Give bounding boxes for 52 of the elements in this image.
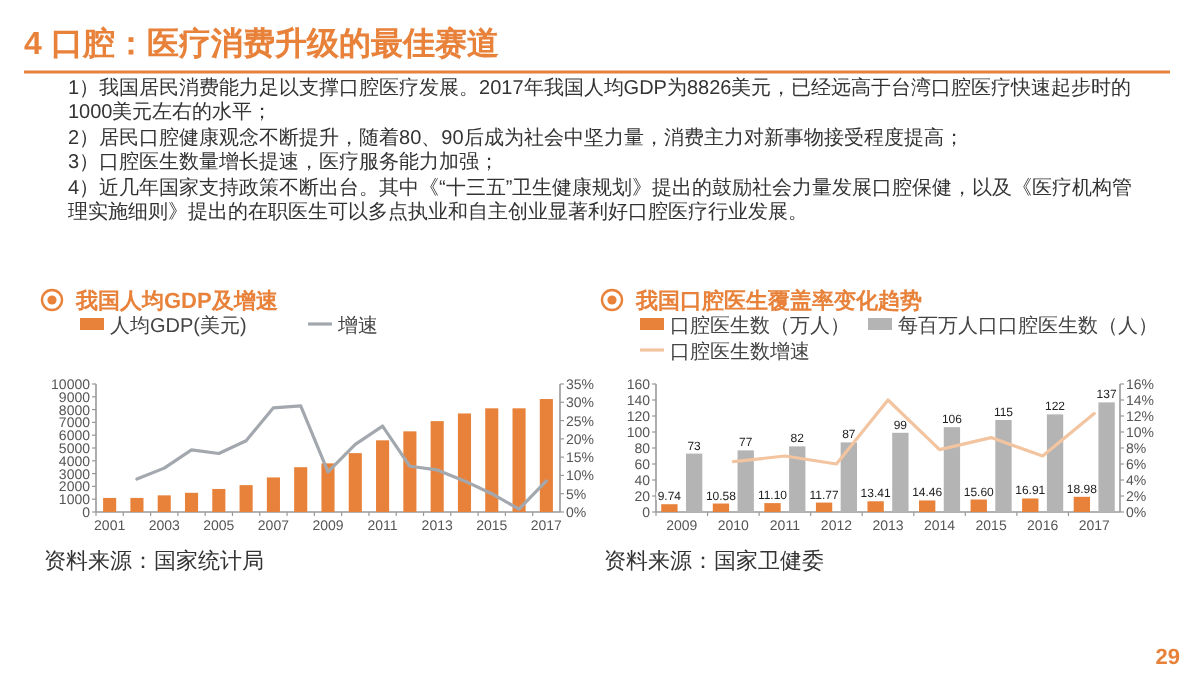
bar — [815, 502, 833, 512]
bar — [1098, 402, 1115, 512]
bar — [1022, 498, 1039, 512]
bar — [1046, 414, 1064, 512]
bar — [1073, 496, 1091, 512]
text: 4 口腔：医疗消费升级的最佳赛道 — [24, 26, 501, 62]
bar — [685, 453, 703, 512]
bar — [737, 450, 754, 512]
text: 3）口腔医生数量增长提速，医疗服务能力加强； — [68, 152, 502, 177]
bar — [212, 488, 226, 512]
text: 1）我国居民消费能力足以支撑口腔医疗发展。2017年我国人均GDP为8826美元，已经远高于台湾口腔医疗快速起步时的1000美元左右的水平； — [68, 78, 1134, 127]
bar — [789, 446, 806, 512]
bar — [970, 499, 987, 512]
text: 资料来源：国家卫健委 — [604, 548, 824, 574]
legend-label: 每百万人口口腔医生数（人） — [898, 314, 1158, 338]
chart-title: 我国口腔医生覆盖率变化趋势 — [634, 288, 922, 314]
bar — [184, 492, 199, 512]
legend-label: 口腔医生数（万人） — [670, 314, 850, 338]
bar — [539, 399, 553, 512]
bar — [321, 463, 335, 512]
text: 29 — [1155, 646, 1180, 670]
bar — [661, 504, 678, 512]
bar — [130, 497, 144, 512]
bar — [103, 497, 117, 512]
text: 资料来源：国家统计局 — [44, 548, 264, 574]
bar — [892, 432, 909, 512]
bar — [376, 440, 390, 512]
line-series — [135, 404, 548, 511]
bar — [764, 503, 781, 512]
bar — [348, 453, 362, 512]
bar — [919, 500, 936, 512]
line-series — [731, 398, 1096, 466]
bar — [403, 431, 417, 512]
bar — [867, 501, 884, 512]
bar — [995, 420, 1012, 512]
bar — [294, 467, 308, 512]
legend-label: 增速 — [336, 314, 378, 338]
bar — [485, 408, 499, 512]
bar — [457, 413, 472, 512]
bar — [157, 495, 171, 512]
legend-label: 人均GDP(美元) — [110, 314, 247, 338]
text: 2）居民口腔健康观念不断提升，随着80、90后成为社会中坚力量，消费主力对新事物接受程度提高； — [68, 127, 966, 151]
bar — [712, 503, 730, 512]
bar — [840, 442, 857, 512]
legend-label: 口腔医生数增速 — [670, 340, 810, 364]
bar — [430, 421, 444, 512]
bar — [943, 427, 961, 512]
chart-title: 我国人均GDP及增速 — [74, 288, 280, 314]
bar — [239, 485, 253, 512]
bar — [512, 408, 526, 512]
bar — [266, 477, 280, 512]
text: 4）近几年国家支持政策不断出台。其中《“十三五”卫生健康规划》提出的鼓励社会力量发展口腔保健，以及《医疗机构管理实施细则》提出的在职医生可以多点执业和自主创业显著利好口腔医疗行业发展。 — [68, 177, 1135, 227]
